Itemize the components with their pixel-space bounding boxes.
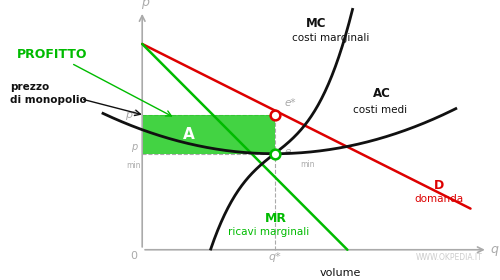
- Text: A: A: [182, 127, 194, 142]
- Text: MC: MC: [306, 17, 327, 29]
- Text: AC: AC: [372, 87, 390, 100]
- Text: min: min: [126, 161, 141, 171]
- Text: q*: q*: [268, 252, 281, 262]
- Text: D: D: [434, 179, 444, 192]
- Text: WWW.OKPEDIA.IT: WWW.OKPEDIA.IT: [416, 253, 483, 262]
- Text: e: e: [284, 147, 290, 157]
- Text: prezzo
di monopolio: prezzo di monopolio: [10, 82, 86, 104]
- Text: costi marginali: costi marginali: [292, 33, 369, 43]
- Text: domanda: domanda: [414, 194, 464, 204]
- Text: e*: e*: [284, 99, 296, 108]
- Text: PROFITTO: PROFITTO: [17, 48, 88, 61]
- Text: min: min: [300, 160, 314, 169]
- Text: volume
di produzione: volume di produzione: [302, 268, 378, 280]
- Text: ricavi marginali: ricavi marginali: [228, 227, 309, 237]
- Text: p*: p*: [124, 110, 138, 120]
- Text: p: p: [140, 0, 148, 9]
- Text: MR: MR: [264, 212, 286, 225]
- Text: costi medi: costi medi: [353, 105, 407, 115]
- Text: 0: 0: [130, 251, 138, 261]
- Text: q: q: [490, 243, 498, 256]
- Bar: [142, 115, 274, 154]
- Text: p: p: [131, 142, 138, 152]
